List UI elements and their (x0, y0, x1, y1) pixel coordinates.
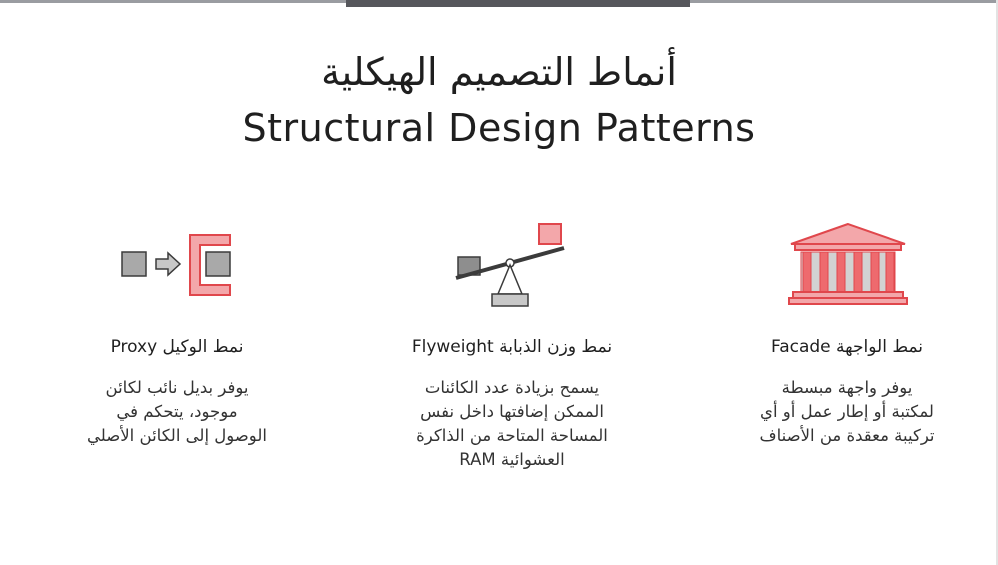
desc-line: لمكتبة أو إطار عمل أو أي (760, 402, 934, 421)
desc-line: يوفر واجهة مبسطة (781, 378, 913, 397)
pattern-title-facade: نمط الواجهة Facade (770, 337, 924, 357)
pattern-desc-facade: يوفر واجهة مبسطة لمكتبة أو إطار عمل أو أ… (697, 376, 997, 448)
desc-line: الممكن إضافتها داخل نفس (420, 402, 604, 421)
title-arabic: أنماط التصميم الهيكلية (321, 50, 677, 94)
desc-line: الوصول إلى الكائن الأصلي (87, 426, 267, 445)
desc-line: تركيبة معقدة من الأصناف (759, 426, 935, 445)
desc-line: المساحة المتاحة من الذاكرة (416, 426, 608, 445)
desc-line: يسمح بزيادة عدد الكائنات (424, 378, 600, 397)
building-facade-icon (788, 222, 908, 305)
proxy-icon (121, 234, 231, 296)
pattern-title-proxy: نمط الوكيل Proxy (110, 337, 244, 357)
pattern-desc-proxy: يوفر بديل نائب لكائن موجود، يتحكم في الو… (27, 376, 327, 448)
slide-edge (996, 0, 998, 565)
pattern-title-flyweight: نمط وزن الذبابة Flyweight (411, 337, 613, 357)
desc-line: موجود، يتحكم في (116, 402, 238, 421)
title-english: Structural Design Patterns (242, 106, 756, 150)
desc-line: العشوائية RAM (459, 450, 565, 469)
top-bar-highlight (346, 0, 690, 7)
seesaw-icon (455, 223, 565, 307)
desc-line: يوفر بديل نائب لكائن (105, 378, 249, 397)
pattern-desc-flyweight: يسمح بزيادة عدد الكائنات الممكن إضافتها … (362, 376, 662, 472)
